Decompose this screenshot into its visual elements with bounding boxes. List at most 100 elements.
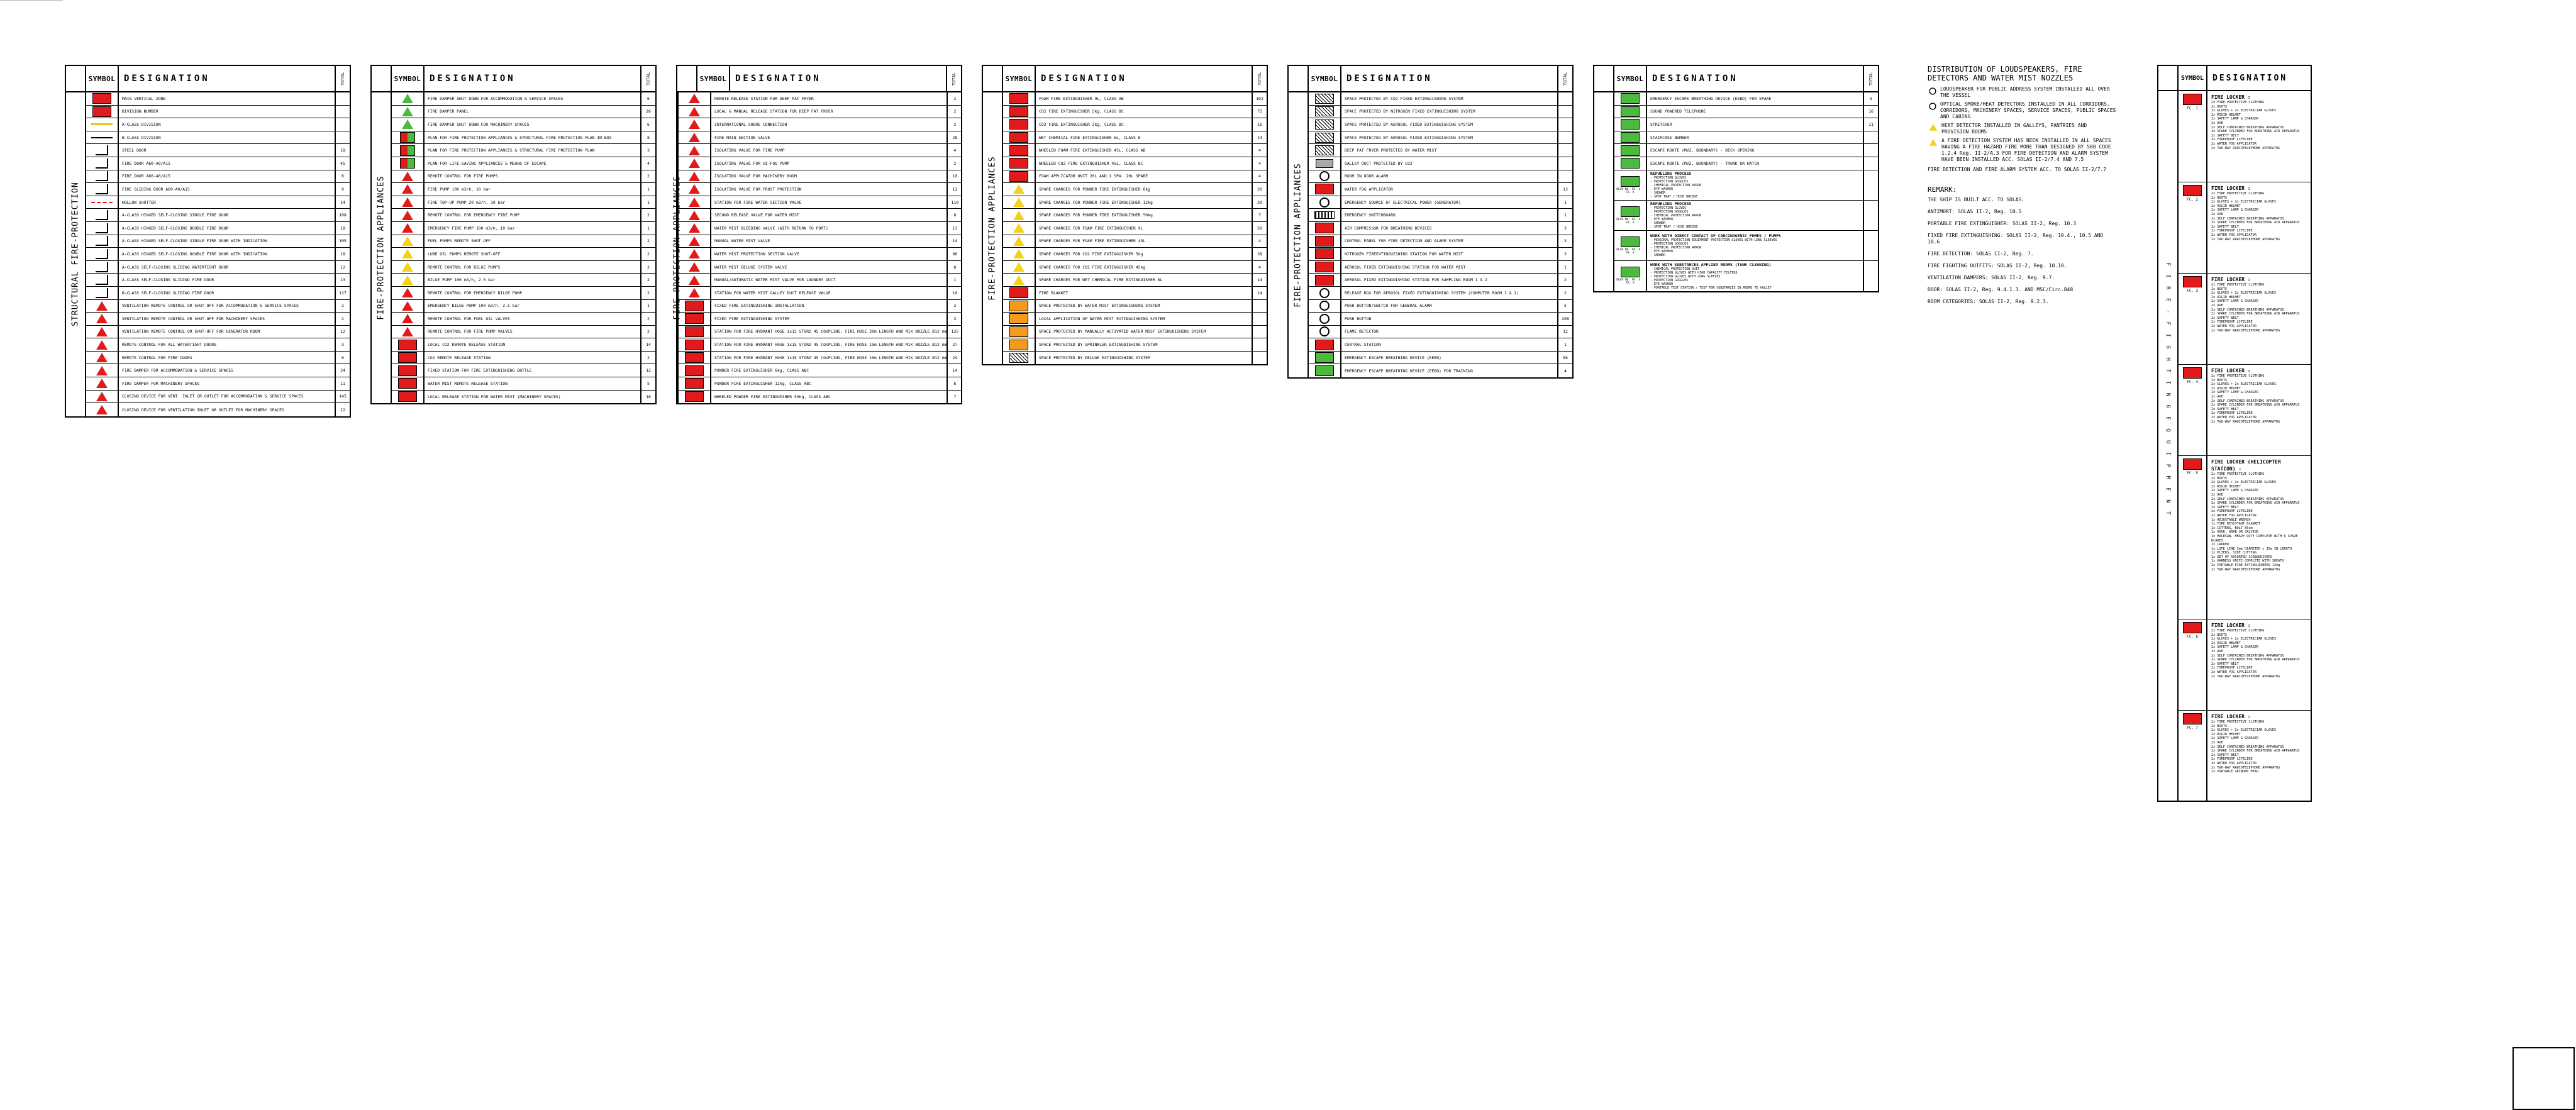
table-row: A-CLASS SELF-CLOSING SLIDING FIRE DOOR 13 (86, 274, 350, 287)
designation-cell: REMOTE CONTROL FOR FIRE DOORS (119, 351, 336, 364)
designation-cell: FOAM APPLICATOR UNIT 20L AND 1 SPA. 20L … (1036, 170, 1253, 183)
locker-content-line: 2x AXE (2211, 121, 2223, 125)
table-row: EMERGENCY ESCAPE BREATHING DEVICE (EEBD)… (1309, 364, 1572, 378)
designation-text: FIRE MAIN SECTION VALVE (714, 135, 770, 140)
locker-content-line: 2x TWO-WAY RADIOTELEPHONE APPARATUS (2211, 328, 2280, 333)
symbol-cell (392, 196, 425, 209)
door-icon (96, 145, 108, 156)
designation-text: VENTILATION REMOTE CONTROL OR SHUT-OFF F… (122, 303, 299, 309)
designation-text: ESCAPE ROUTE (MVZ. BOUNDARY) - DECK OPEN… (1650, 148, 1755, 153)
designation-text: SPACE PROTECTED BY AEROSOL FIXED EXTINGU… (1345, 135, 1473, 140)
designation-text: BILGE PUMP 100 m3/h, 2.5 bar (428, 277, 496, 283)
total-cell: 8 (647, 135, 650, 140)
table-side-label: FIRE-PROTECTION APPLIANCES (673, 92, 682, 404)
table-row: LOCAL & MANUAL RELEASE STATION FOR DEEP … (679, 105, 962, 119)
designation-text: ISOLATING VALVE FOR MACHINERY ROOM (714, 174, 797, 179)
designation-text: CONTROL PANEL FOR FIRE DETECTION AND ALA… (1345, 238, 1463, 244)
line-icon (91, 136, 113, 138)
red-box-icon (398, 391, 417, 402)
symbol-cell (1309, 183, 1341, 196)
triangle-icon (96, 301, 108, 311)
table-row: ESCAPE ROUTE (MVZ. BOUNDARY) - TRUNK OR … (1614, 157, 1878, 170)
table-body: FIRE-PROTECTION APPLIANCES FIRE DAMPER SH… (372, 92, 655, 404)
total-cell: 108 (339, 213, 347, 218)
designation-text: REMOTE CONTROL FOR EMERGENCY BILGE PUMP (428, 290, 523, 296)
total-cell: 4 (1258, 160, 1261, 166)
notes-lines: LOUDSPEAKER FOR PUBLIC ADDRESS SYSTEM IN… (1928, 86, 2116, 173)
triangle-green-icon (402, 94, 413, 104)
designation-cell: LOCAL CO2 REMOTE RELEASE STATION (425, 338, 641, 351)
notes-line-text: HEAT DETECTOR INSTALLED IN GALLEYS, PANT… (1941, 123, 2087, 135)
header-total: TOTAL (1257, 72, 1262, 86)
designation-text: REMOTE CONTROL FOR FIRE PUMPS (428, 174, 498, 179)
locker-content-line: 2x RIGID HELMET (2211, 641, 2241, 645)
designation-cell: HOLLOW SHUTTER (119, 196, 336, 209)
designation-text: SPACE PROTECTED BY SPRINKLER EXTINGUISHI… (1039, 342, 1158, 348)
designation-text: A-CLASS SELF-CLOSING SLIDING FIRE DOOR (122, 277, 214, 283)
total-cell: 4 (647, 160, 650, 166)
symbol-cell (392, 351, 425, 364)
door-icon (96, 236, 108, 247)
designation-sub-item: - CHEMICAL PROTECTION APRON (1650, 184, 1702, 188)
total-cell: 24 (952, 355, 958, 360)
symbol-cell (1309, 221, 1341, 235)
locker-symbol-cell: FC. 3 (2179, 274, 2207, 364)
triangle-icon (402, 314, 413, 324)
green-box-icon (1621, 132, 1640, 143)
locker-contents: FIRE LOCKER :2x FIRE PROTECTIVE CLOTHING… (2207, 182, 2311, 273)
green-box-icon (1621, 175, 1640, 187)
side-label-text: FIRE-PROTECTION APPLIANCES (987, 156, 997, 301)
designation-sub-item: - CHEMICAL PROTECTION APRON (1650, 214, 1702, 218)
designation-cell: A-CLASS HINGED SELF-CLOSING SINGLE FIRE … (119, 209, 336, 221)
designation-text: A-CLASS HINGED SELF-CLOSING SINGLE FIRE … (122, 238, 267, 244)
total-cell: 2 (647, 264, 650, 270)
symbol-cell (86, 105, 119, 118)
locker-content-line: 2x FIRE PROTECTIVE CLOTHING (2211, 101, 2265, 104)
symbol-cell: DECK NO. FR. X - FR. X (1614, 170, 1647, 200)
total-cell: 16 (1868, 109, 1874, 114)
table-row: REMOTE CONTROL FOR FIRE PUMP VALVES 2 (392, 325, 655, 339)
designation-cell: REMOTE CONTROL FOR FIRE PUMP VALVES (425, 325, 641, 338)
designation-cell: POWDER FIRE EXTINGUISHER 6kg, CLASS ABC (711, 364, 948, 377)
symbol-cell (1309, 338, 1341, 351)
locker-content-line: 2x GLOVES + 2x ELECTRICIAN GLOVES (2211, 291, 2277, 296)
designation-sub-item: - PROTECTION GLOVES WITH LONG SLEEVES (1650, 274, 1721, 279)
notes-line: A FIRE DETECTION SYSTEM HAS BEEN INSTALL… (1928, 138, 2116, 163)
triangle-icon (96, 340, 108, 350)
locker-number: FC. 2 (2186, 197, 2199, 202)
locker-contents: FIRE LOCKER :2x FIRE PROTECTIVE CLOTHING… (2207, 711, 2311, 802)
designation-text: REMOTE CONTROL FOR ALL WATERTIGHT DOORS (122, 342, 217, 348)
fire-locker-entry: FC. 2 FIRE LOCKER :2x FIRE PROTECTIVE CLO… (2179, 182, 2311, 274)
designation-text: MAIN VERTICAL ZONE (122, 96, 166, 101)
designation-text: FIRE DAMPER FOR MACHINERY SPACES (122, 380, 200, 386)
total-cell: 7 (1258, 213, 1261, 218)
designation-text: FUEL PUMPS REMOTE SHUT-OFF (428, 238, 491, 244)
locker-content-line: 2x SAFETY BELT (2211, 225, 2239, 229)
table-row: SPARE CHARGES FOR FOAM FIRE EXTINGUISHER… (1003, 235, 1267, 248)
symbol-cell (1309, 299, 1341, 313)
table-row: REMOTE CONTROL FOR FIRE DOORS 6 (86, 351, 350, 365)
locker-content-line: 2x BOOTS (2211, 724, 2227, 728)
designation-cell: ESCAPE ROUTE (MVZ. BOUNDARY) - DECK OPEN… (1647, 144, 1864, 157)
locker-content-line: 1x HOOK, GRAB OR SALVING (2211, 530, 2258, 535)
designation-sub-item: - PORTABLE TEST STATION / TEST FOR SUBST… (1650, 286, 1772, 290)
total-cell: 45 (340, 160, 345, 166)
designation-cell: NITROGEN FIREEXTINGUISHING STATION FOR W… (1341, 248, 1558, 260)
designation-cell: SPACE PROTECTED BY WATER MIST EXTINGUISH… (1036, 299, 1253, 313)
table-row: GALLEY DUCT PROTECTED BY CO2 (1309, 157, 1572, 170)
symbol-cell (392, 144, 425, 157)
total-cell: 12 (646, 368, 651, 374)
designation-cell: EMERGENCY SWITCHBOARD (1341, 209, 1558, 221)
symbol-cell (392, 274, 425, 286)
symbol-cell (1003, 313, 1036, 325)
symbol-cell (1614, 144, 1647, 157)
total-cell: 27 (952, 342, 958, 348)
table-row: EMERGENCY FIRE PUMP 100 m3/h, 10 bar 1 (392, 221, 655, 235)
red-box-icon (1315, 274, 1334, 286)
header-symbol: SYMBOL (1003, 66, 1036, 91)
designation-cell: PLAN FOR FIRE PROTECTION APPLIANCES & ST… (425, 131, 641, 144)
designation-sub-item: - SPOT TRAY / HOSE BRIDGE (1650, 225, 1698, 230)
total-cell: 12 (340, 329, 345, 335)
lockers-body: F I R E - F I G H T I N G E Q U I P M E … (2158, 91, 2311, 802)
designation-text: FOAM APPLICATOR UNIT 20L AND 1 SPA. 20L … (1039, 174, 1148, 179)
